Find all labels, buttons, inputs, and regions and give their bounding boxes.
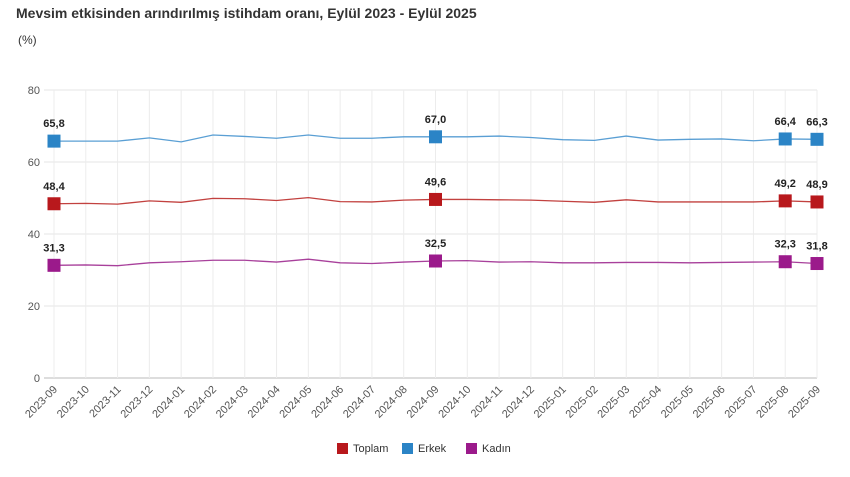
data-label-erkek: 66,3 bbox=[806, 116, 827, 128]
x-tick-label: 2025-09 bbox=[786, 384, 823, 421]
x-tick-label: 2024-05 bbox=[277, 384, 314, 421]
data-label-kadn: 31,3 bbox=[43, 242, 64, 254]
x-tick-label: 2024-01 bbox=[150, 384, 187, 421]
data-label-toplam: 48,9 bbox=[806, 179, 827, 191]
x-tick-label: 2025-04 bbox=[627, 384, 664, 421]
data-label-toplam: 49,6 bbox=[425, 176, 446, 188]
x-tick-label: 2025-02 bbox=[564, 384, 601, 421]
x-tick-label: 2024-08 bbox=[373, 384, 410, 421]
data-marker-kadn bbox=[47, 258, 61, 272]
data-marker-toplam bbox=[810, 195, 824, 209]
x-tick-label: 2023-12 bbox=[118, 384, 155, 421]
data-label-erkek: 67,0 bbox=[425, 114, 446, 126]
y-tick-label: 60 bbox=[28, 157, 40, 169]
y-axis-label: (%) bbox=[18, 33, 37, 47]
legend-label: Erkek bbox=[418, 443, 447, 455]
legend-label: Toplam bbox=[353, 443, 388, 455]
chart-title: Mevsim etkisinden arındırılmış istihdam … bbox=[16, 5, 477, 21]
x-tick-label: 2023-10 bbox=[55, 384, 92, 421]
legend-swatch-kadın bbox=[466, 443, 477, 454]
x-tick-label: 2024-09 bbox=[405, 384, 442, 421]
y-tick-label: 0 bbox=[34, 373, 40, 385]
data-label-toplam: 48,4 bbox=[43, 181, 65, 193]
data-label-kadn: 31,8 bbox=[806, 241, 827, 253]
x-tick-label: 2024-02 bbox=[182, 384, 219, 421]
x-tick-label: 2025-07 bbox=[723, 384, 760, 421]
y-tick-label: 80 bbox=[28, 85, 40, 97]
data-marker-toplam bbox=[778, 194, 792, 208]
x-tick-label: 2024-07 bbox=[341, 384, 378, 421]
data-marker-erkek bbox=[778, 132, 792, 146]
x-tick-label: 2025-05 bbox=[659, 384, 696, 421]
x-tick-label: 2024-06 bbox=[309, 384, 346, 421]
data-marker-toplam bbox=[429, 192, 442, 206]
data-label-toplam: 49,2 bbox=[774, 178, 795, 190]
data-marker-erkek bbox=[810, 132, 824, 146]
data-label-erkek: 66,4 bbox=[774, 116, 796, 128]
x-tick-label: 2024-10 bbox=[436, 384, 473, 421]
y-tick-label: 20 bbox=[28, 301, 40, 313]
data-label-kadn: 32,5 bbox=[425, 238, 446, 250]
x-tick-label: 2025-03 bbox=[595, 384, 632, 421]
legend-label: Kadın bbox=[482, 443, 511, 455]
x-tick-label: 2023-11 bbox=[87, 384, 123, 420]
data-marker-toplam bbox=[47, 197, 61, 211]
data-marker-erkek bbox=[47, 134, 61, 148]
x-tick-label: 2025-06 bbox=[691, 384, 728, 421]
x-tick-label: 2024-11 bbox=[469, 384, 505, 420]
data-marker-kadn bbox=[810, 257, 824, 271]
data-label-erkek: 65,8 bbox=[43, 118, 64, 130]
x-tick-label: 2024-12 bbox=[500, 384, 537, 421]
x-tick-label: 2025-01 bbox=[532, 384, 569, 421]
x-tick-label: 2023-09 bbox=[23, 384, 60, 421]
legend-swatch-toplam bbox=[337, 443, 348, 454]
legend-swatch-erkek bbox=[402, 443, 413, 454]
data-marker-erkek bbox=[429, 130, 442, 144]
data-marker-kadn bbox=[778, 255, 792, 269]
x-tick-label: 2024-03 bbox=[214, 384, 251, 421]
x-tick-label: 2025-08 bbox=[754, 384, 791, 421]
data-marker-kadn bbox=[429, 254, 442, 268]
y-tick-label: 40 bbox=[28, 229, 40, 241]
data-label-kadn: 32,3 bbox=[774, 239, 795, 251]
x-tick-label: 2024-04 bbox=[246, 384, 283, 421]
